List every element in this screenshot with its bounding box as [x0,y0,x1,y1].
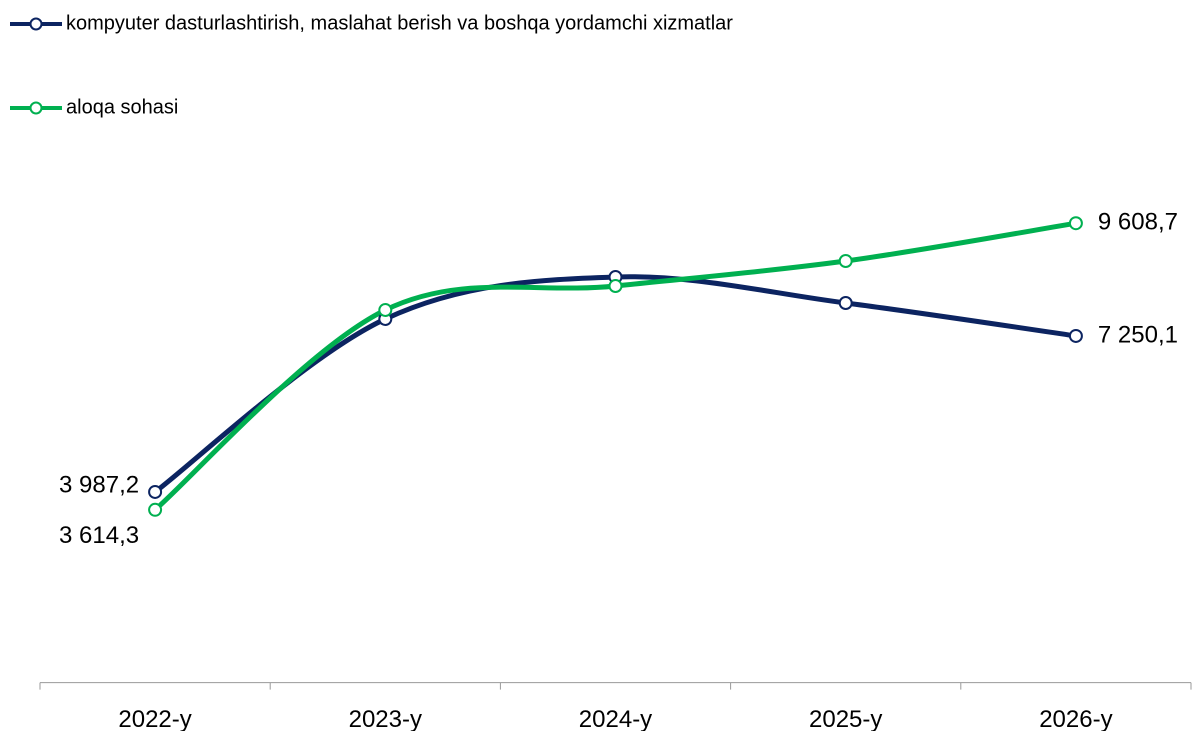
series-line [153,274,1077,494]
legend-label: aloqa sohasi [66,96,178,118]
legend-label: kompyuter dasturlashtirish, maslahat ber… [66,12,733,34]
point [1068,328,1083,343]
legend-marker [29,17,43,31]
x-tick-label: 2023-y [349,706,422,731]
point [838,295,853,310]
data-label: 3 614,3 [59,522,139,549]
legend-marker [29,101,43,115]
data-label: 3 987,2 [59,471,139,498]
point [378,303,393,318]
data-label: 7 250,1 [1098,321,1178,348]
point [148,502,163,517]
x-tick-label: 2025-y [809,706,882,731]
x-tick-label: 2022-y [118,706,191,731]
point [838,254,853,269]
point [1068,216,1083,231]
x-tick-label: 2026-y [1039,706,1112,731]
point [148,484,163,499]
series-line [153,220,1077,512]
point [608,279,623,294]
x-tick-label: 2024-y [579,706,652,731]
data-label: 9 608,7 [1098,209,1178,236]
